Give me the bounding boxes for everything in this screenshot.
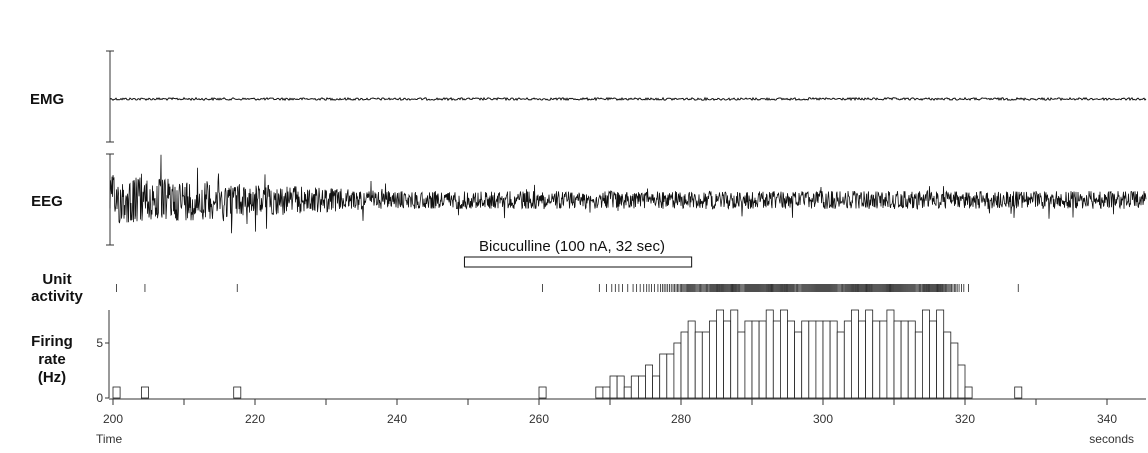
firing-rate-label: Firing rate (Hz) xyxy=(24,333,80,387)
rate-y-ticks: 05 xyxy=(96,336,109,405)
rate-bar xyxy=(723,320,732,399)
rate-bar xyxy=(808,320,817,399)
rate-bar xyxy=(630,375,639,399)
eeg-label: EEG xyxy=(31,193,63,210)
rate-bar xyxy=(737,331,746,399)
rate-bar xyxy=(957,364,966,399)
firing-rate-bars xyxy=(112,309,1023,399)
rate-bar xyxy=(609,375,618,399)
drug-application: Bicuculline (100 nA, 32 sec) xyxy=(463,238,693,268)
rate-bar xyxy=(140,386,149,399)
x-tick-label: 240 xyxy=(387,412,407,426)
firing-rate-panel: 05 xyxy=(96,309,1023,405)
emg-label: EMG xyxy=(30,91,65,108)
eeg-panel xyxy=(106,153,1147,246)
rate-bar xyxy=(638,375,646,399)
x-tick-label: 300 xyxy=(813,412,833,426)
rate-bar xyxy=(879,320,888,399)
rate-bar xyxy=(694,331,703,399)
rate-bar xyxy=(666,353,675,399)
rate-bar xyxy=(744,320,753,399)
x-tick-label: 200 xyxy=(103,412,123,426)
rate-bar xyxy=(851,309,859,399)
rate-bar xyxy=(829,320,838,399)
emg-panel xyxy=(106,50,1147,143)
rate-bar xyxy=(673,342,682,399)
rate-bar xyxy=(716,309,724,399)
rate-bar xyxy=(922,309,930,399)
x-tick-label: 320 xyxy=(955,412,975,426)
rate-label-line3: (Hz) xyxy=(37,369,67,386)
rate-bar xyxy=(865,309,874,399)
rate-bar xyxy=(652,375,661,399)
rate-bar xyxy=(893,320,902,399)
rate-bar xyxy=(900,320,909,399)
emg-trace xyxy=(109,96,1147,102)
x-tick-label: 220 xyxy=(245,412,265,426)
rate-bar xyxy=(964,386,973,399)
rate-bar xyxy=(950,342,959,399)
unit-activity-label: Unit activity xyxy=(28,271,86,305)
drug-application-bar xyxy=(463,256,693,268)
rate-bar xyxy=(929,320,937,399)
unit-label-line2: activity xyxy=(31,288,83,305)
rate-bar xyxy=(836,331,845,399)
rate-bar xyxy=(595,386,604,399)
time-axis: 200 220 240 260 280 300 320 340 Time seconds xyxy=(96,398,1146,446)
rate-bar xyxy=(758,320,767,399)
rate-bar xyxy=(780,309,788,399)
y-tick-label: 0 xyxy=(96,391,103,405)
time-axis-label: Time xyxy=(96,432,123,446)
rate-bar xyxy=(1014,386,1023,399)
rate-bar xyxy=(765,309,774,399)
time-unit-label: seconds xyxy=(1089,432,1134,446)
rate-bar xyxy=(772,320,781,399)
rate-bar xyxy=(943,331,952,399)
rate-bar xyxy=(680,331,689,399)
rate-bar xyxy=(602,386,611,399)
rate-bar xyxy=(659,353,668,399)
rate-bar xyxy=(815,320,824,399)
x-tick-label: 340 xyxy=(1097,412,1117,426)
rate-bar xyxy=(623,386,632,399)
rate-bar xyxy=(936,309,945,399)
rate-bar xyxy=(538,386,547,399)
rate-bar xyxy=(616,375,625,399)
rate-bar xyxy=(914,331,923,399)
rate-bar xyxy=(822,320,831,399)
rate-bar xyxy=(233,386,242,399)
rate-bar xyxy=(872,320,881,399)
rate-label-line2: rate xyxy=(38,351,66,368)
rate-bar xyxy=(709,320,717,399)
rate-bar xyxy=(645,364,653,399)
rate-bar xyxy=(794,331,803,399)
rate-bar xyxy=(687,320,696,399)
rate-bar xyxy=(112,386,121,399)
rate-label-line1: Firing xyxy=(31,333,73,350)
rate-bar xyxy=(787,320,795,399)
rate-bar xyxy=(843,320,852,399)
rate-bar xyxy=(751,320,760,399)
rate-bar xyxy=(701,331,710,399)
unit-label-line1: Unit xyxy=(42,271,72,288)
rate-bar xyxy=(858,320,866,399)
unit-activity-raster xyxy=(116,284,1019,292)
eeg-trace xyxy=(109,154,1147,234)
rate-bar xyxy=(730,309,739,399)
rate-bar xyxy=(886,309,895,399)
rate-bar xyxy=(801,320,810,399)
x-tick-label: 280 xyxy=(671,412,691,426)
drug-label: Bicuculline (100 nA, 32 sec) xyxy=(479,238,665,255)
time-ticks: 200 220 240 260 280 300 320 340 xyxy=(103,399,1117,426)
x-tick-label: 260 xyxy=(529,412,549,426)
rate-bar xyxy=(907,320,916,399)
y-tick-label: 5 xyxy=(96,336,103,350)
